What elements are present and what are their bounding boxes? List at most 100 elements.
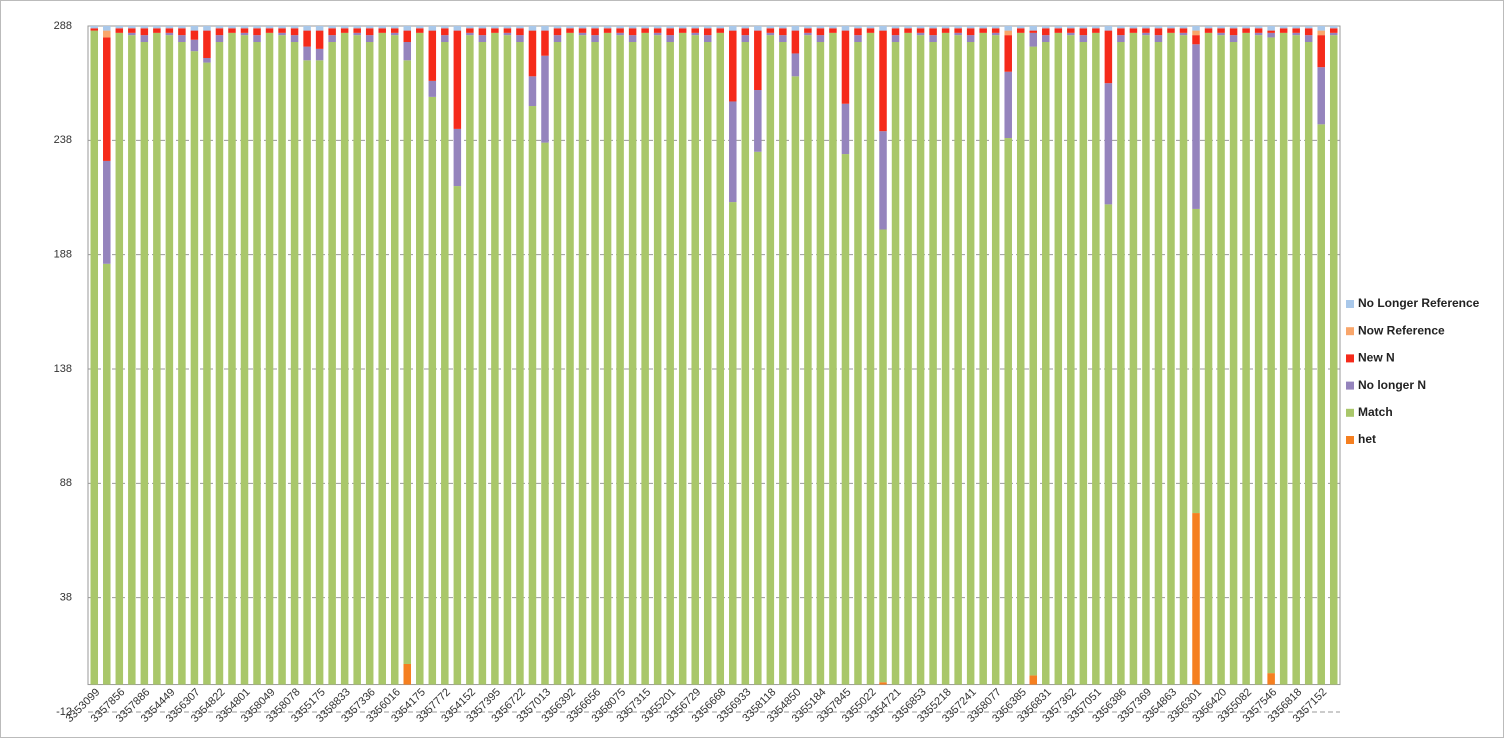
bar-segment: [916, 32, 925, 36]
bar-segment: [353, 32, 361, 36]
bar-segment: [941, 26, 950, 29]
bar-segment: [879, 682, 887, 685]
bar-segment: [628, 42, 637, 685]
bar-segment: [691, 28, 699, 33]
bar-segment: [541, 55, 549, 143]
bar-segment: [1117, 28, 1125, 36]
bar-segment: [866, 28, 875, 33]
bar-segment: [741, 28, 750, 36]
bar-segment: [578, 32, 587, 36]
bar-segment: [340, 28, 349, 33]
bar-segment: [516, 26, 524, 29]
bar-segment: [566, 28, 574, 33]
bar-segment: [1104, 204, 1113, 685]
bar-segment: [1079, 42, 1088, 685]
bar-segment: [603, 26, 612, 29]
bar-segment: [1292, 28, 1300, 33]
bar-segment: [1254, 28, 1263, 33]
bar-segment: [1217, 28, 1225, 33]
y-tick-label: 38: [60, 592, 72, 604]
bar-segment: [441, 28, 449, 36]
bar-segment: [1304, 26, 1313, 29]
bar-segment: [1217, 26, 1225, 29]
bar-segment: [378, 28, 386, 33]
bar-segment: [754, 30, 762, 91]
bar-segment: [1304, 42, 1313, 685]
bar-segment: [403, 30, 412, 43]
bar-segment: [566, 26, 574, 29]
bar-segment: [253, 35, 261, 43]
bar-segment: [140, 42, 149, 685]
bar-segment: [1304, 35, 1313, 43]
bar-segment: [954, 32, 962, 36]
legend-swatch: [1346, 381, 1354, 390]
bar-segment: [140, 28, 149, 36]
bar-segment: [1004, 35, 1012, 72]
bar-segment: [528, 26, 537, 31]
bar-segment: [866, 32, 875, 685]
bar-segment: [441, 35, 449, 43]
bar-segment: [1317, 30, 1325, 36]
bar-segment: [428, 26, 437, 31]
bar-segment: [416, 32, 424, 685]
bar-segment: [203, 58, 211, 63]
bar-segment: [491, 26, 499, 29]
bar-segment: [165, 32, 174, 36]
bar-segment: [478, 42, 487, 685]
bar-segment: [929, 26, 937, 29]
bar-segment: [879, 26, 887, 31]
bar-segment: [365, 35, 374, 43]
bar-segment: [153, 28, 161, 33]
legend: No Longer Reference Now Reference New N No …: [1346, 296, 1480, 446]
bar-segment: [616, 26, 624, 29]
bar-segment: [891, 42, 900, 685]
bar-segment: [1292, 35, 1300, 685]
bar-segment: [1154, 26, 1163, 29]
bar-segment: [966, 42, 975, 685]
bar-segment: [666, 26, 674, 29]
bar-segment: [265, 32, 274, 685]
bar-segment: [553, 42, 562, 685]
bar-segment: [203, 30, 211, 59]
bar-segment: [90, 30, 99, 685]
bar-segment: [1254, 32, 1263, 36]
bar-segment: [303, 30, 311, 47]
bar-segment: [841, 103, 850, 155]
bar-segment: [353, 28, 361, 33]
bar-segment: [1229, 26, 1238, 29]
bar-segment: [766, 28, 775, 33]
bar-segment: [453, 30, 462, 129]
bar-segment: [90, 28, 99, 31]
bar-segment: [779, 28, 787, 36]
bar-segment: [278, 28, 286, 33]
legend-label: No Longer Reference: [1358, 296, 1480, 310]
bar-segment: [1042, 28, 1050, 36]
bar-segment: [541, 142, 549, 685]
bar-segment: [353, 35, 361, 685]
bar-segment: [190, 39, 199, 52]
bar-segment: [1029, 26, 1038, 31]
bar-segment: [691, 35, 699, 685]
bar-segment: [1217, 32, 1225, 36]
bar-segment: [140, 35, 149, 43]
bar-segment: [854, 26, 862, 29]
bar-segment: [503, 32, 512, 36]
bar-segment: [578, 26, 587, 29]
bar-segment: [653, 35, 662, 685]
bar-segment: [678, 28, 687, 33]
bar-segment: [841, 30, 850, 104]
bar-segment: [754, 26, 762, 31]
bar-segment: [941, 28, 950, 33]
bar-segment: [841, 154, 850, 685]
bar-segment: [716, 28, 725, 33]
bar-segment: [666, 35, 674, 43]
bar-segment: [891, 35, 900, 43]
bar-segment: [1092, 28, 1100, 33]
bar-segment: [178, 35, 186, 43]
bar-segment: [315, 26, 324, 31]
bar-segment: [428, 80, 437, 97]
bar-segment: [791, 76, 800, 685]
bar-segment: [1129, 28, 1138, 33]
bar-segment: [741, 26, 750, 29]
